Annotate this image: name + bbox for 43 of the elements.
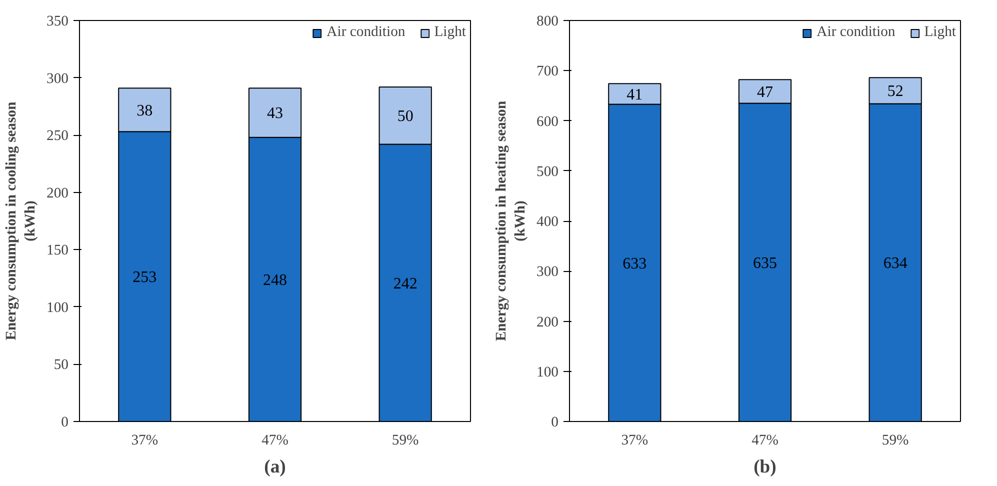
data-label: 248 [263, 272, 287, 289]
y-tick-label: 50 [54, 357, 68, 374]
x-tick-label: 37% [131, 432, 158, 448]
y-tick-label: 800 [536, 14, 558, 30]
y-tick-label: 200 [46, 185, 68, 202]
y-tick-label: 350 [46, 14, 68, 30]
y-tick-label: 0 [61, 414, 68, 430]
data-label: 52 [887, 83, 904, 100]
x-tick-label: 59% [882, 432, 909, 448]
data-label: 50 [397, 108, 414, 126]
y-tick-label: 600 [536, 114, 558, 130]
y-tick-label: 100 [536, 364, 558, 380]
y-axis-title: Energy consumption in heating season (kWh) [493, 100, 529, 342]
legend-label: Light [924, 24, 956, 41]
y-tick-label: 250 [46, 128, 68, 144]
y-tick-label: 200 [536, 314, 558, 330]
data-label: 635 [753, 254, 777, 272]
data-label: 47 [757, 84, 773, 101]
data-label: 38 [136, 102, 153, 120]
data-label: 41 [626, 86, 643, 104]
y-axis-title: Energy consumption in cooling season (kWh) [3, 102, 39, 340]
y-tick-label: 400 [536, 214, 558, 230]
x-tick-label: 59% [392, 432, 419, 448]
y-tick-label: 500 [536, 164, 558, 180]
legend-label: Air condition [326, 24, 406, 41]
y-tick-label: 700 [536, 64, 558, 80]
data-label: 242 [393, 275, 418, 292]
data-label: 43 [267, 105, 283, 122]
y-tick-label: 300 [536, 264, 558, 280]
data-label: 633 [622, 255, 647, 272]
x-tick-label: 47% [262, 432, 288, 448]
y-tick-label: 150 [46, 242, 68, 259]
legend-label: Light [434, 24, 466, 41]
x-axis-title: (a) [264, 456, 286, 478]
y-tick-label: 300 [46, 70, 68, 87]
data-label: 634 [883, 255, 908, 272]
x-tick-label: 47% [752, 432, 778, 448]
x-axis-title: (b) [754, 456, 776, 478]
y-tick-label: 100 [46, 300, 68, 316]
data-label: 253 [132, 269, 157, 286]
x-tick-label: 37% [621, 432, 648, 448]
legend-label: Air condition [816, 24, 896, 41]
y-tick-label: 0 [551, 414, 558, 430]
